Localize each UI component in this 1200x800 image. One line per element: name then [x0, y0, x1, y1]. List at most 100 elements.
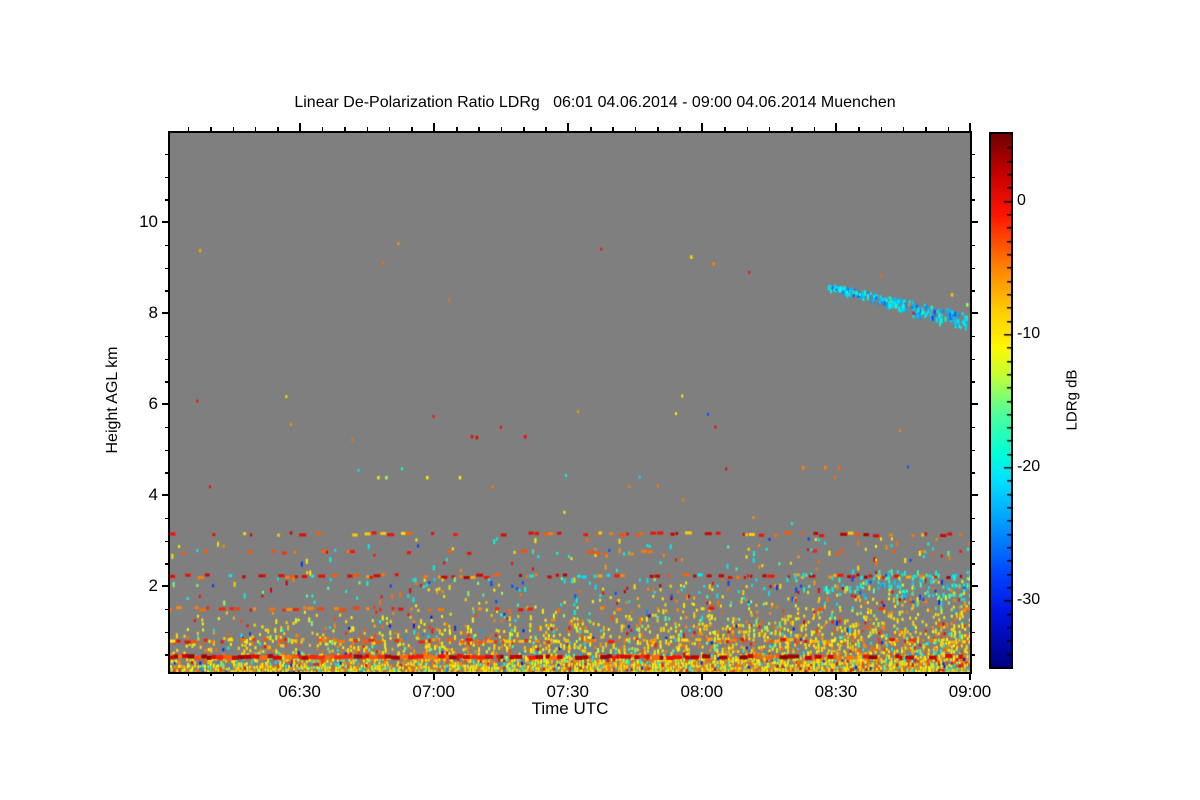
x-minor-tick: [232, 672, 235, 676]
y-minor-tick: [970, 608, 975, 611]
y-tick-label: 10: [139, 212, 158, 232]
y-minor-tick: [970, 563, 975, 565]
x-minor-tick: [925, 127, 927, 131]
x-minor-tick: [411, 127, 413, 131]
y-minor-tick: [165, 563, 170, 565]
x-major-tick: [969, 123, 971, 131]
y-major-tick: [970, 494, 978, 497]
x-minor-tick: [321, 127, 324, 131]
x-minor-tick: [590, 672, 592, 676]
x-minor-tick: [679, 672, 681, 676]
y-minor-tick: [970, 199, 975, 201]
y-tick-label: 2: [148, 576, 158, 596]
y-minor-tick: [970, 517, 975, 520]
y-minor-tick: [165, 335, 170, 338]
x-minor-tick: [187, 127, 190, 131]
y-minor-tick: [970, 381, 975, 383]
colorbar-tick-label: -10: [1017, 324, 1041, 342]
x-minor-tick: [388, 127, 391, 131]
x-minor-tick: [858, 127, 860, 131]
x-minor-tick: [210, 672, 212, 676]
y-major-tick: [162, 221, 170, 224]
y-minor-tick: [970, 290, 975, 292]
y-minor-tick: [970, 358, 975, 361]
x-minor-tick: [657, 672, 659, 676]
x-minor-tick: [523, 672, 525, 676]
y-minor-tick: [970, 244, 975, 247]
colorbar-tick-label: -30: [1017, 591, 1041, 609]
y-major-tick: [970, 585, 978, 588]
y-minor-tick: [165, 517, 170, 520]
x-minor-tick: [411, 672, 413, 676]
y-minor-tick: [970, 631, 975, 634]
y-minor-tick: [970, 153, 975, 156]
x-major-tick: [566, 672, 569, 680]
x-minor-tick: [344, 127, 346, 131]
colorbar: [989, 132, 1013, 669]
x-major-tick: [432, 123, 435, 131]
y-minor-tick: [970, 176, 975, 179]
x-minor-tick: [321, 672, 324, 676]
x-major-tick: [834, 123, 837, 131]
y-major-tick: [970, 221, 978, 224]
x-minor-tick: [947, 672, 950, 676]
x-minor-tick: [545, 127, 547, 131]
y-minor-tick: [970, 267, 975, 270]
x-tick-label: 07:30: [546, 682, 590, 701]
x-major-tick: [700, 672, 703, 680]
colorbar-tick-label: 0: [1017, 191, 1026, 209]
y-minor-tick: [165, 358, 170, 361]
x-minor-tick: [634, 672, 637, 676]
y-minor-tick: [165, 153, 170, 156]
y-minor-tick: [165, 608, 170, 611]
x-minor-tick: [254, 127, 257, 131]
x-minor-tick: [880, 127, 883, 131]
x-minor-tick: [679, 127, 681, 131]
x-major-tick: [298, 672, 301, 680]
x-minor-tick: [791, 127, 793, 131]
x-minor-tick: [232, 127, 235, 131]
x-minor-tick: [746, 672, 749, 676]
x-minor-tick: [947, 127, 950, 131]
y-major-tick: [162, 403, 170, 406]
x-minor-tick: [344, 672, 346, 676]
x-tick-label: 06:30: [278, 682, 321, 701]
heatmap-canvas: [170, 133, 970, 672]
plot-area: [168, 131, 972, 674]
colorbar-tick-label: -20: [1017, 458, 1041, 476]
colorbar-title: LDRg dB: [1063, 369, 1081, 431]
x-minor-tick: [478, 672, 480, 676]
y-minor-tick: [970, 540, 975, 543]
y-minor-tick: [165, 290, 170, 292]
y-minor-tick: [970, 335, 975, 338]
x-minor-tick: [746, 127, 749, 131]
x-minor-tick: [902, 672, 905, 676]
x-major-tick: [969, 672, 971, 680]
y-minor-tick: [970, 426, 975, 429]
y-minor-tick: [165, 176, 170, 179]
x-tick-label: 08:00: [680, 682, 724, 701]
y-tick-label: 8: [148, 303, 158, 323]
x-minor-tick: [813, 672, 816, 676]
x-minor-tick: [724, 672, 726, 676]
x-minor-tick: [366, 672, 369, 676]
x-major-tick: [566, 123, 569, 131]
x-minor-tick: [478, 127, 480, 131]
y-minor-tick: [165, 631, 170, 634]
x-minor-tick: [880, 672, 883, 676]
y-major-tick: [162, 312, 170, 315]
y-minor-tick: [970, 654, 975, 656]
x-minor-tick: [545, 672, 547, 676]
x-tick-label: 09:00: [948, 682, 992, 701]
x-minor-tick: [456, 672, 458, 676]
y-minor-tick: [165, 426, 170, 429]
y-minor-tick: [165, 381, 170, 383]
x-minor-tick: [768, 127, 771, 131]
x-minor-tick: [858, 672, 860, 676]
y-major-tick: [970, 403, 978, 406]
x-tick-label: 07:00: [412, 682, 455, 701]
y-minor-tick: [165, 449, 170, 452]
x-minor-tick: [612, 672, 614, 676]
y-minor-tick: [165, 654, 170, 656]
